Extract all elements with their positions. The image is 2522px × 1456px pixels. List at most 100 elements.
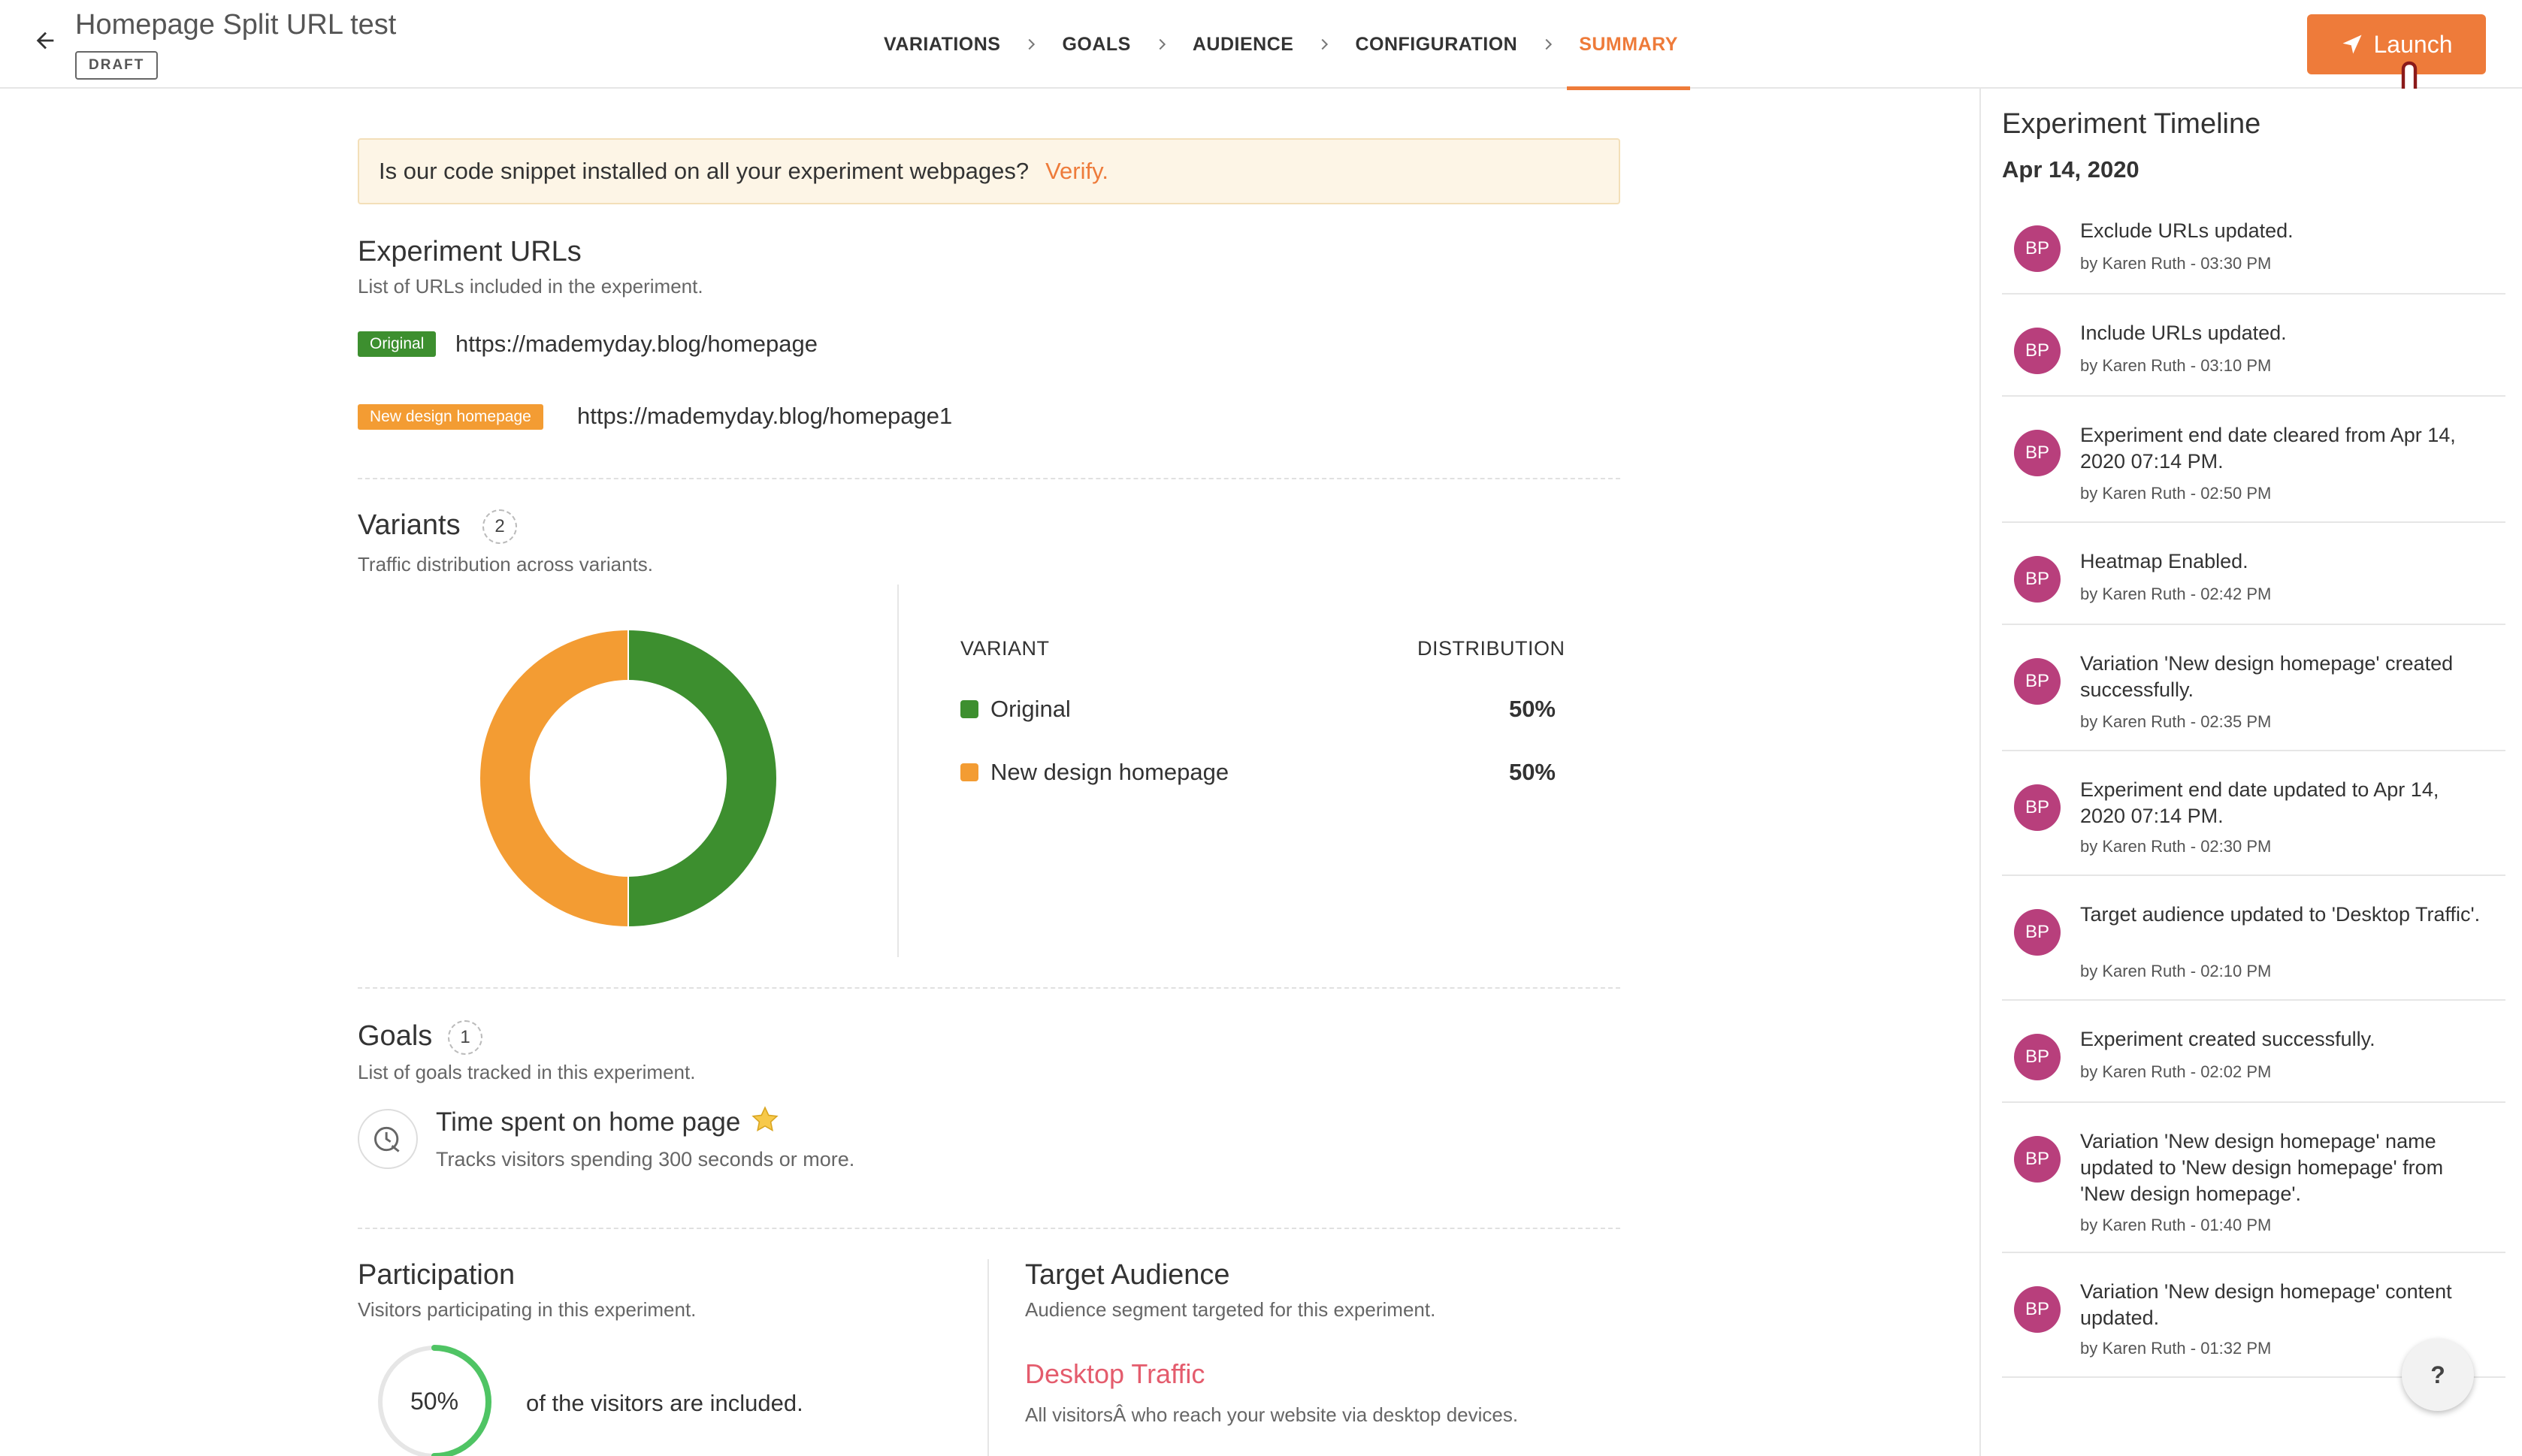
timeline-item: BP Variation 'New design homepage' conte…: [2002, 1253, 2505, 1378]
back-button[interactable]: [27, 23, 63, 59]
avatar: BP: [2014, 1034, 2061, 1080]
legend-value: 50%: [1508, 759, 1556, 785]
notice-text: Is our code snippet installed on all you…: [379, 158, 1030, 184]
legend-row: Original 50%: [960, 694, 1556, 724]
timeline-text: Include URLs updated.: [2080, 322, 2287, 344]
participation-title: Participation: [358, 1259, 516, 1291]
timeline-title: Experiment Timeline: [2002, 108, 2261, 140]
launch-label: Launch: [2373, 30, 2453, 58]
section-divider: [358, 987, 1620, 989]
timeline-author: by Karen Ruth - 01:32 PM: [2080, 1339, 2272, 1358]
tab-summary[interactable]: SUMMARY: [1567, 0, 1690, 90]
legend-row: New design homepage 50%: [960, 757, 1556, 787]
timeline-author: by Karen Ruth - 02:30 PM: [2080, 837, 2272, 856]
new-design-badge: New design homepage: [358, 404, 543, 430]
chart-divider: [897, 585, 899, 957]
step-nav: VARIATIONS GOALS AUDIENCE CONFIGURATION …: [872, 0, 1690, 90]
top-header: Homepage Split URL test DRAFT VARIATIONS…: [0, 0, 2522, 90]
timeline-item: BP Experiment end date cleared from Apr …: [2002, 397, 2505, 523]
audience-title: Target Audience: [1025, 1259, 1230, 1291]
timeline-text: Exclude URLs updated.: [2080, 219, 2294, 242]
section-divider: [358, 478, 1620, 479]
variant-column-header: VARIANT: [960, 637, 1050, 660]
timeline-author: by Karen Ruth - 03:30 PM: [2080, 254, 2272, 273]
timeline-text: Target audience updated to 'Desktop Traf…: [2080, 903, 2481, 926]
participation-gauge: 50%: [377, 1345, 491, 1456]
section-vdivider: [987, 1259, 989, 1456]
goals-title: Goals: [358, 1020, 433, 1052]
urls-subtitle: List of URLs included in the experiment.: [358, 275, 703, 298]
legend-swatch: [960, 700, 978, 718]
variants-count: 2: [482, 509, 517, 544]
legend-label: New design homepage: [990, 759, 1229, 785]
timeline-text: Experiment created successfully.: [2080, 1028, 2375, 1050]
audience-name-link[interactable]: Desktop Traffic: [1025, 1358, 1205, 1389]
section-divider: [358, 1228, 1620, 1229]
chevron-right-icon: [1012, 36, 1050, 53]
timeline-item: BP Variation 'New design homepage' creat…: [2002, 625, 2505, 751]
goal-time-icon: [358, 1109, 418, 1169]
help-button[interactable]: ?: [2402, 1339, 2474, 1411]
timeline-author: by Karen Ruth - 02:35 PM: [2080, 712, 2272, 731]
participation-text: of the visitors are included.: [526, 1390, 803, 1416]
avatar: BP: [2014, 225, 2061, 272]
timeline-text: Heatmap Enabled.: [2080, 550, 2248, 572]
chevron-right-icon: [1529, 36, 1567, 53]
variants-subtitle: Traffic distribution across variants.: [358, 553, 654, 575]
avatar: BP: [2014, 784, 2061, 831]
timeline-sidebar: Experiment Timeline Apr 14, 2020 BP Excl…: [1979, 89, 2522, 1456]
timeline-item: BP Experiment created successfully. by K…: [2002, 1001, 2505, 1103]
status-badge: DRAFT: [75, 51, 159, 80]
timeline-item: BP Heatmap Enabled. by Karen Ruth - 02:4…: [2002, 523, 2505, 625]
legend-value: 50%: [1508, 696, 1556, 722]
audience-subtitle: Audience segment targeted for this exper…: [1025, 1298, 1436, 1321]
new-design-url: https://mademyday.blog/homepage1: [577, 403, 953, 429]
timeline-item: BP Include URLs updated. by Karen Ruth -…: [2002, 295, 2505, 397]
chevron-right-icon: [1143, 36, 1181, 53]
send-icon: [2342, 35, 2361, 54]
tab-goals[interactable]: GOALS: [1062, 33, 1131, 55]
tab-audience[interactable]: AUDIENCE: [1192, 33, 1294, 55]
goal-name: Time spent on home page: [436, 1105, 779, 1137]
timeline-author: by Karen Ruth - 02:02 PM: [2080, 1062, 2272, 1081]
participation-percent: 50%: [410, 1388, 458, 1415]
timeline-text: Experiment end date updated to Apr 14, 2…: [2080, 778, 2439, 827]
timeline-item: BP Variation 'New design homepage' name …: [2002, 1103, 2505, 1253]
avatar: BP: [2014, 909, 2061, 956]
legend-swatch: [960, 763, 978, 781]
timeline-author: by Karen Ruth - 01:40 PM: [2080, 1216, 2272, 1234]
timeline-item: BP Target audience updated to 'Desktop T…: [2002, 876, 2505, 1001]
goals-subtitle: List of goals tracked in this experiment…: [358, 1061, 696, 1083]
timeline-date: Apr 14, 2020: [2002, 156, 2139, 183]
timeline-author: by Karen Ruth - 02:50 PM: [2080, 484, 2272, 503]
original-badge: Original: [358, 331, 437, 357]
goal-name-text: Time spent on home page: [436, 1107, 741, 1137]
avatar: BP: [2014, 556, 2061, 603]
original-url: https://mademyday.blog/homepage: [455, 331, 818, 357]
snippet-notice: Is our code snippet installed on all you…: [358, 138, 1620, 204]
variants-donut-chart: [480, 628, 776, 929]
tab-configuration[interactable]: CONFIGURATION: [1355, 33, 1518, 55]
star-icon: [751, 1106, 779, 1131]
distribution-column-header: DISTRIBUTION: [1417, 637, 1565, 660]
urls-title: Experiment URLs: [358, 236, 582, 267]
timeline-text: Experiment end date cleared from Apr 14,…: [2080, 424, 2456, 473]
arrow-left-icon: [36, 32, 54, 50]
legend-label: Original: [990, 696, 1071, 722]
experiment-title: Homepage Split URL test: [75, 9, 397, 41]
tab-variations[interactable]: VARIATIONS: [884, 33, 1001, 55]
avatar: BP: [2014, 430, 2061, 476]
timeline-author: by Karen Ruth - 02:10 PM: [2080, 962, 2272, 980]
chevron-right-icon: [1305, 36, 1343, 53]
verify-link[interactable]: Verify.: [1045, 158, 1108, 184]
timeline-item: BP Experiment end date updated to Apr 14…: [2002, 751, 2505, 876]
timeline-author: by Karen Ruth - 02:42 PM: [2080, 585, 2272, 603]
launch-button[interactable]: Launch: [2307, 14, 2486, 74]
audience-description: All visitorsÂ who reach your website via…: [1025, 1403, 1519, 1426]
avatar: BP: [2014, 328, 2061, 374]
timeline-text: Variation 'New design homepage' content …: [2080, 1280, 2452, 1329]
goals-count: 1: [448, 1020, 482, 1055]
timeline-text: Variation 'New design homepage' created …: [2080, 652, 2454, 701]
timeline-item: BP Exclude URLs updated. by Karen Ruth -…: [2002, 203, 2505, 295]
participation-subtitle: Visitors participating in this experimen…: [358, 1298, 697, 1321]
